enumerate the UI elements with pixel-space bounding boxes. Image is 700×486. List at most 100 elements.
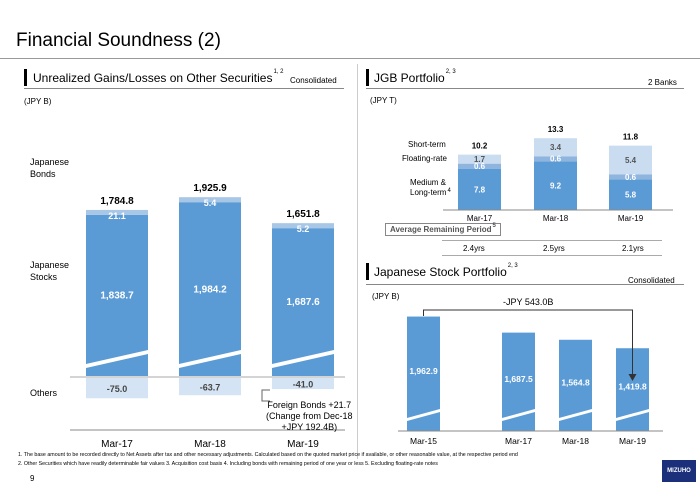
stock-label-Mar-17: 1,687.5 [504, 374, 533, 384]
jgb-label-float: Floating-rate [402, 154, 447, 163]
jgb-short-Mar-19 [609, 145, 652, 175]
axis-break-Mar-17 [86, 350, 148, 368]
label-bonds-Mar-17: 21.1 [108, 211, 126, 221]
jgb-total-Mar-17: 10.2 [472, 142, 488, 151]
stock-break-Mar-19 [616, 409, 649, 421]
page-title: Financial Soundness (2) [16, 30, 221, 51]
left-header-bar [24, 69, 27, 86]
bar-stocks-Mar-18 [179, 202, 241, 376]
jgb-float-Mar-18 [534, 156, 577, 162]
axis-break-Mar-18 [179, 350, 241, 368]
mizuho-logo: MIZUHO [662, 460, 696, 482]
change-bracket [423, 309, 633, 376]
jgb-header-line [366, 88, 684, 89]
xtick-Mar-18: Mar-18 [194, 439, 226, 450]
jgb-label-float-Mar-17: 0.6 [474, 162, 486, 171]
label-total-Mar-18: 1,925.9 [193, 183, 227, 194]
bar-others-Mar-18 [179, 378, 241, 396]
bar-others-Mar-19 [272, 378, 334, 390]
stock-label-Mar-15: 1,962.9 [409, 366, 438, 376]
stock-break-Mar-15 [407, 409, 440, 421]
page-number: 9 [30, 474, 35, 483]
label-total-Mar-19: 1,651.8 [286, 209, 320, 220]
label-bonds-Mar-19: 5.2 [297, 224, 310, 234]
left-panel-badge: Consolidated [290, 76, 337, 85]
stock-header-line [366, 284, 684, 285]
jgb-label-medium-Mar-18: 9.2 [550, 182, 562, 191]
label-bonds-Mar-18: 5.4 [204, 198, 217, 208]
stock-panel-title: Japanese Stock Portfolio2, 3 [374, 263, 518, 279]
jgb-panel-title: JGB Portfolio2, 3 [374, 69, 456, 85]
jgb-label-float-Mar-18: 0.6 [550, 155, 562, 164]
stock-label-Mar-19: 1,419.8 [618, 382, 647, 392]
jgb-portfolio-chart: 7.80.61.710.2Mar-179.20.63.413.3Mar-185.… [443, 125, 673, 223]
jgb-float-Mar-17 [458, 163, 501, 169]
stock-change-label: -JPY 543.0B [503, 297, 554, 307]
jgb-label-float-Mar-19: 0.6 [625, 173, 637, 182]
left-unit: (JPY B) [24, 97, 52, 106]
jgb-float-Mar-19 [609, 174, 652, 180]
stock-portfolio-chart: 1,962.9 Mar-15 1,687.5 Mar-17 1,564.8 Mar-18 1… [398, 309, 663, 446]
jgb-medium-Mar-19 [609, 179, 652, 210]
stock-break-Mar-18 [559, 409, 592, 421]
annotation-bracket [261, 389, 270, 402]
label-others-Mar-18: -63.7 [200, 383, 221, 393]
jgb-short-Mar-17 [458, 154, 501, 164]
label-stocks-Mar-19: 1,687.6 [286, 297, 320, 308]
remaining-line [442, 240, 662, 241]
bar-bonds-Mar-19 [272, 223, 334, 229]
stock-label-Mar-18: 1,564.8 [561, 377, 590, 387]
stock-panel-badge: Consolidated [628, 276, 675, 285]
jgb-header-bar [366, 69, 369, 86]
label-stocks-Mar-17: 1,838.7 [100, 291, 134, 302]
jgb-label-medium-Mar-17: 7.8 [474, 185, 486, 194]
axis-break-Mar-19 [272, 350, 334, 368]
row-label-others: Others [30, 388, 58, 398]
jgb-short-Mar-18 [534, 138, 577, 157]
remaining-mar17: 2.4yrs [463, 244, 485, 253]
change-arrowhead [628, 374, 637, 381]
row-label-bonds: Japanese Bonds [30, 157, 70, 179]
jgb-total-Mar-18: 13.3 [548, 125, 564, 134]
xtick-Mar-17: Mar-17 [101, 439, 133, 450]
label-total-Mar-17: 1,784.8 [100, 196, 134, 207]
jgb-label-short-Mar-17: 1.7 [474, 155, 486, 164]
jgb-panel-badge: 2 Banks [648, 78, 677, 87]
jgb-label-short-Mar-19: 5.4 [625, 156, 637, 165]
stock-break-Mar-17 [502, 409, 535, 421]
row-label-stocks: Japanese Stocks [30, 260, 70, 282]
xtick-Mar-19: Mar-19 [287, 439, 319, 450]
stock-xtick-Mar-17: Mar-17 [505, 436, 532, 446]
foreign-bonds-annotation: Foreign Bonds +21.7 (Change from Dec-18 … [266, 400, 353, 432]
label-others-Mar-17: -75.0 [107, 384, 128, 394]
jgb-unit: (JPY T) [370, 96, 397, 105]
stock-xtick-Mar-18: Mar-18 [562, 436, 589, 446]
bar-stocks-Mar-17 [86, 214, 148, 376]
jgb-label-short: Short-term [408, 140, 446, 149]
jgb-xtick-Mar-19: Mar-19 [618, 214, 644, 223]
bar-others-Mar-17 [86, 378, 148, 399]
left-panel-title: Unrealized Gains/Losses on Other Securit… [33, 69, 284, 85]
title-divider [0, 58, 700, 59]
bar-stocks-Mar-19 [272, 228, 334, 376]
jgb-medium-Mar-18 [534, 161, 577, 210]
footnote-1: 1. The base amount to be recorded direct… [18, 452, 518, 458]
jgb-total-Mar-19: 11.8 [623, 133, 639, 142]
remaining-mar18: 2.5yrs [543, 244, 565, 253]
jgb-xtick-Mar-18: Mar-18 [543, 214, 569, 223]
bar-bonds-Mar-18 [179, 197, 241, 203]
label-stocks-Mar-18: 1,984.2 [193, 285, 227, 296]
bar-bonds-Mar-17 [86, 209, 148, 215]
unrealized-gains-chart: 1,838.7 21.1 1,784.8 -75.0 Mar-17 1,984.2 5.4 1… [70, 183, 345, 450]
remaining-line-bottom [442, 255, 662, 256]
stock-unit: (JPY B) [372, 292, 400, 301]
jgb-medium-Mar-17 [458, 168, 501, 210]
left-header-line [24, 88, 344, 89]
remaining-period-label: Average Remaining Period5 [385, 223, 501, 236]
panel-divider [357, 64, 358, 459]
stock-header-bar [366, 263, 369, 280]
stock-xtick-Mar-15: Mar-15 [410, 436, 437, 446]
jgb-label-medium: Medium & Long-term4 [410, 178, 451, 197]
jgb-label-short-Mar-18: 3.4 [550, 143, 562, 152]
jgb-label-medium-Mar-19: 5.8 [625, 191, 637, 200]
